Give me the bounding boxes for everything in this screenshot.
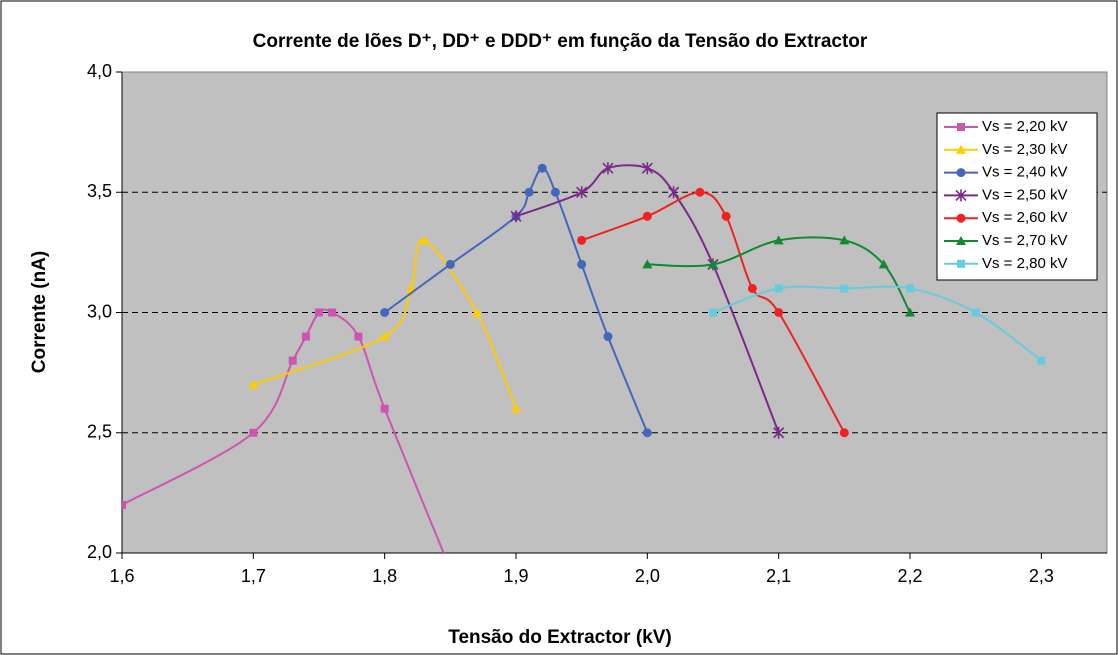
marker	[774, 308, 784, 317]
x-tick-label: 2,0	[635, 566, 660, 586]
legend-label: Vs = 2,70 kV	[982, 232, 1067, 249]
marker	[602, 162, 614, 175]
marker	[577, 259, 587, 269]
marker	[328, 308, 337, 317]
marker	[471, 307, 482, 317]
series-line	[252, 239, 517, 410]
marker	[642, 428, 652, 438]
marker	[878, 259, 889, 269]
x-tick-label: 2,1	[766, 566, 791, 586]
legend-label: Vs = 2,50 kV	[982, 186, 1067, 203]
legend-label: Vs = 2,80 kV	[982, 255, 1067, 272]
marker	[603, 332, 613, 342]
x-tick-label: 1,7	[241, 566, 266, 586]
legend	[936, 112, 1098, 281]
marker	[957, 259, 965, 268]
y-tick-label: 3,0	[87, 301, 112, 321]
legend-entries: Vs = 2,20 kV Vs = 2,30 kV Vs = 2,40 kV Vs =…	[944, 118, 1067, 272]
marker	[524, 187, 534, 197]
marker	[709, 308, 717, 317]
x-tick-label: 1,6	[109, 566, 134, 586]
grid: 2,0 2,5 3,0 3,5 4,0 1,6 1,7 1,8 1,9 2,0 2,1 2,2 2,3	[87, 61, 1107, 586]
marker	[550, 187, 560, 197]
marker	[576, 186, 588, 199]
x-tick-label: 1,8	[372, 566, 397, 586]
marker	[773, 235, 784, 245]
marker	[956, 236, 966, 245]
marker	[957, 123, 965, 131]
marker	[380, 404, 389, 413]
x-tick-label: 2,2	[897, 566, 922, 586]
x-tick-label: 2,3	[1029, 566, 1054, 586]
marker	[510, 210, 522, 223]
marker	[721, 211, 731, 221]
marker	[642, 211, 652, 221]
marker	[354, 332, 363, 341]
chart-title: Corrente de Iões D⁺, DD⁺ e DDD⁺ em funçã…	[253, 31, 868, 52]
marker	[695, 187, 705, 197]
y-tick-label: 3,5	[87, 181, 112, 201]
series-line	[712, 285, 1042, 362]
legend-label: Vs = 2,30 kV	[982, 141, 1067, 158]
marker	[642, 259, 653, 269]
marker	[956, 213, 966, 223]
marker	[315, 308, 323, 317]
marker	[906, 284, 914, 293]
marker	[537, 163, 547, 173]
marker	[774, 284, 783, 293]
x-tick-label: 1,9	[503, 566, 528, 586]
marker	[577, 235, 587, 245]
marker	[747, 283, 757, 293]
marker	[840, 284, 849, 293]
y-tick-label: 2,0	[87, 542, 112, 562]
marker	[668, 186, 680, 199]
marker	[379, 331, 390, 341]
marker	[419, 235, 430, 245]
marker	[445, 259, 455, 269]
marker	[380, 308, 390, 317]
marker	[248, 379, 259, 389]
marker	[839, 235, 850, 245]
marker	[956, 168, 966, 178]
marker	[971, 308, 980, 317]
marker	[511, 403, 521, 413]
marker	[905, 307, 915, 317]
legend-label: Vs = 2,60 kV	[982, 209, 1067, 226]
marker	[288, 356, 297, 365]
x-axis-label: Tensão do Extractor (kV)	[448, 627, 671, 648]
marker	[839, 428, 849, 438]
marker	[955, 189, 967, 202]
marker	[641, 162, 653, 175]
series-layer	[122, 162, 1046, 553]
marker	[1037, 356, 1046, 365]
y-tick-label: 4,0	[87, 61, 112, 81]
marker	[249, 428, 258, 437]
y-axis-label: Corrente (nA)	[29, 251, 50, 373]
legend-label: Vs = 2,20 kV	[982, 118, 1067, 135]
y-tick-label: 2,5	[87, 422, 112, 442]
marker	[708, 259, 718, 269]
marker	[122, 500, 126, 509]
marker	[773, 426, 785, 439]
legend-label: Vs = 2,40 kV	[982, 164, 1067, 181]
marker	[301, 332, 310, 341]
marker	[956, 144, 966, 154]
